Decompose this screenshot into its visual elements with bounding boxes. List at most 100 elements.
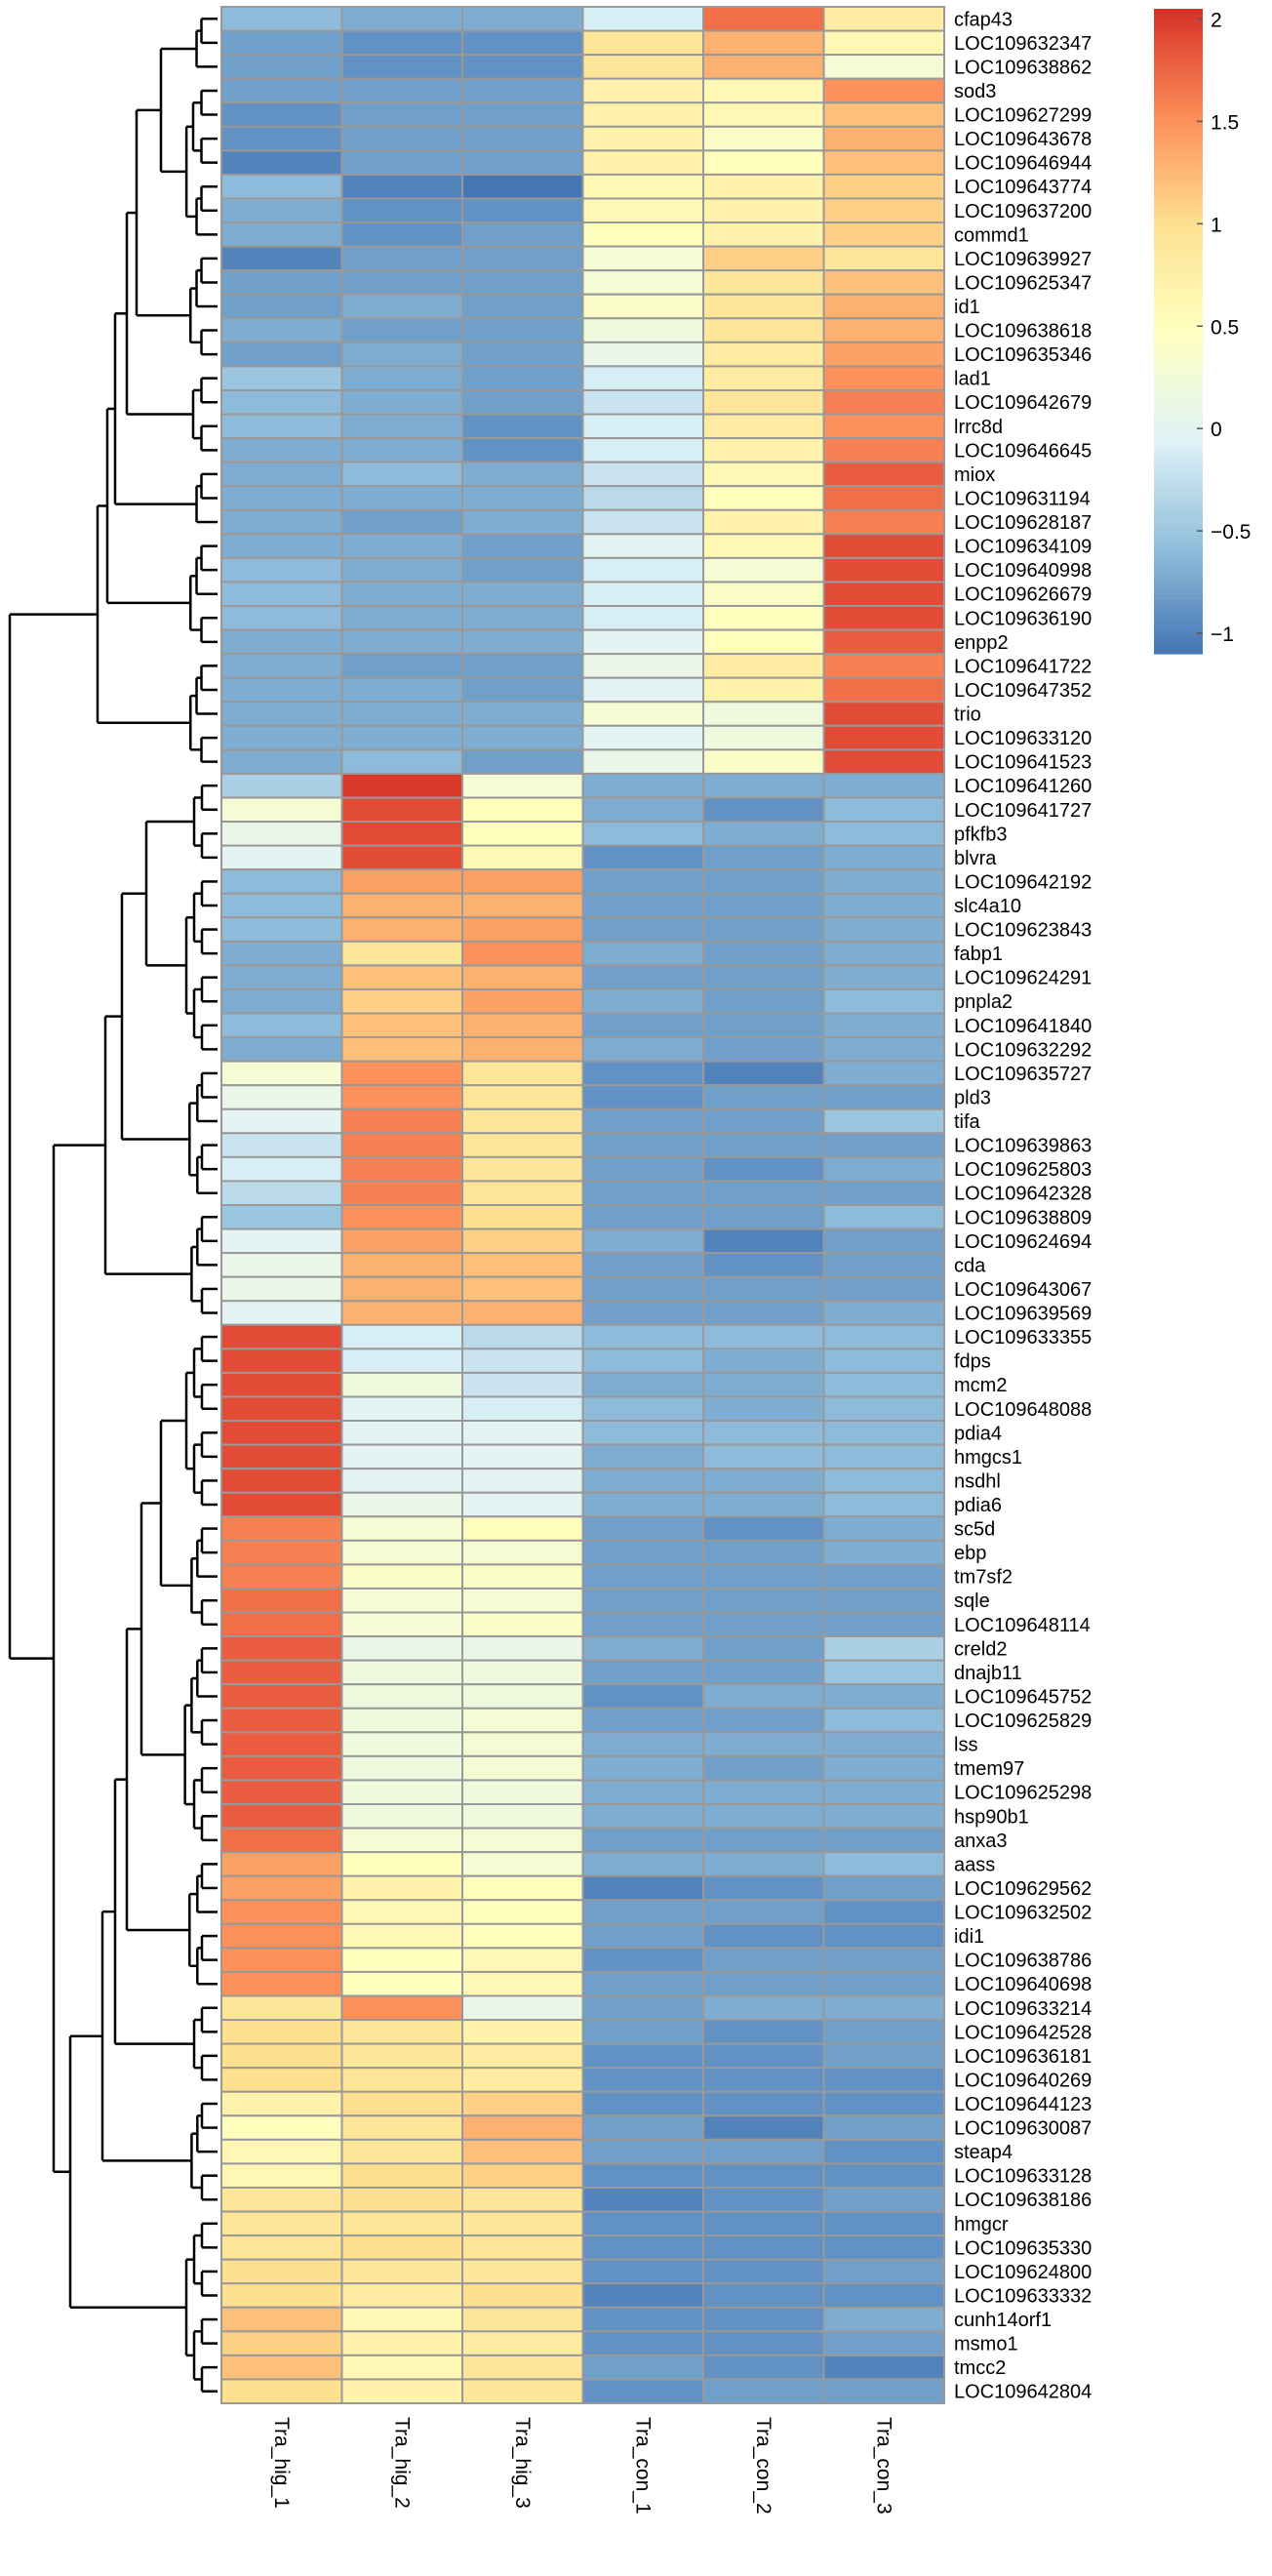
heatmap-cell — [220, 2282, 343, 2309]
heatmap-cell — [340, 1683, 463, 1710]
heatmap-cell — [581, 1395, 704, 1423]
row-label: LOC109638786 — [954, 1951, 1092, 1972]
legend-gradient-step — [1154, 642, 1203, 650]
heatmap-cell — [461, 1036, 584, 1063]
row-label: LOC109642679 — [954, 392, 1092, 414]
row-label: LOC109624694 — [954, 1231, 1092, 1253]
heatmap-cell — [461, 844, 584, 871]
heatmap-cell — [702, 317, 825, 343]
heatmap-cell — [702, 1132, 825, 1158]
heatmap-cell — [461, 437, 584, 463]
legend-gradient-step — [1154, 303, 1203, 311]
heatmap-cell — [461, 2354, 584, 2381]
legend-gradient-step — [1154, 223, 1203, 230]
legend-gradient-step — [1154, 545, 1203, 552]
heatmap-cell — [461, 245, 584, 272]
heatmap-cell — [822, 701, 945, 727]
legend-gradient-step — [1154, 374, 1203, 381]
heatmap-cell — [822, 29, 945, 57]
heatmap-cell — [822, 844, 945, 871]
legend-tick-label: 0.5 — [1211, 316, 1239, 339]
heatmap-cell — [702, 1635, 825, 1662]
heatmap-cell — [340, 173, 463, 200]
heatmap-cell — [822, 2067, 945, 2093]
heatmap-cell — [822, 2354, 945, 2381]
row-label: LOC109642328 — [954, 1184, 1092, 1205]
heatmap-cell — [220, 1180, 343, 1206]
heatmap-cell — [822, 1683, 945, 1710]
heatmap-cell — [822, 197, 945, 224]
legend-gradient-step — [1154, 412, 1203, 419]
row-label: LOC109640698 — [954, 1974, 1092, 1995]
heatmap-cell — [822, 1443, 945, 1470]
heatmap-cell — [340, 892, 463, 919]
row-label: hmgcs1 — [954, 1447, 1022, 1469]
heatmap-cell — [340, 1036, 463, 1063]
heatmap-cell — [220, 1731, 343, 1757]
heatmap-cell — [461, 2234, 584, 2261]
heatmap-cell — [822, 605, 945, 631]
heatmap-cell — [822, 1300, 945, 1326]
heatmap-cell — [581, 556, 704, 584]
heatmap-cell — [822, 1107, 945, 1135]
heatmap-cell — [702, 2378, 825, 2404]
heatmap-cell — [461, 461, 584, 488]
row-label: LOC109633332 — [954, 2285, 1092, 2307]
heatmap-cell — [702, 1827, 825, 1854]
row-label: LOC109633120 — [954, 728, 1092, 749]
heatmap-cell — [702, 1731, 825, 1757]
heatmap-cell — [340, 1420, 463, 1446]
heatmap-cell — [461, 868, 584, 895]
row-label: LOC109626679 — [954, 584, 1092, 606]
heatmap-cell — [702, 892, 825, 919]
heatmap-cell — [340, 2067, 463, 2093]
heatmap-cell — [340, 1922, 463, 1950]
heatmap-cell — [340, 269, 463, 296]
heatmap-cell — [340, 1060, 463, 1087]
legend-tick-label: −0.5 — [1211, 521, 1251, 543]
heatmap-cell — [220, 461, 343, 488]
heatmap-cell — [702, 1107, 825, 1135]
heatmap-cell — [581, 317, 704, 343]
heatmap-cell — [340, 1707, 463, 1734]
heatmap-cell — [822, 1228, 945, 1255]
heatmap-cell — [702, 701, 825, 727]
heatmap-cell — [340, 101, 463, 128]
heatmap-cell — [822, 1803, 945, 1830]
heatmap-cell — [220, 1803, 343, 1830]
heatmap-cell — [581, 437, 704, 463]
heatmap-cell — [461, 987, 584, 1015]
heatmap-cell — [702, 2042, 825, 2070]
legend-gradient-step — [1154, 14, 1203, 20]
heatmap-cell — [702, 1084, 825, 1110]
heatmap-cell — [822, 341, 945, 368]
legend-gradient-step — [1154, 487, 1203, 494]
row-label: LOC109646944 — [954, 153, 1092, 175]
legend-gradient-step — [1154, 465, 1203, 472]
row-label: nsdhl — [954, 1470, 1001, 1492]
legend-gradient-step — [1154, 314, 1203, 322]
heatmap-cell — [461, 533, 584, 559]
heatmap-cell — [581, 1659, 704, 1686]
heatmap-cell — [461, 1922, 584, 1950]
heatmap-cell — [220, 940, 343, 967]
row-label: LOC109625829 — [954, 1711, 1092, 1732]
heatmap-cell — [581, 2330, 704, 2356]
heatmap-cell — [220, 77, 343, 104]
row-label: LOC109639863 — [954, 1136, 1092, 1157]
row-label: LOC109645752 — [954, 1686, 1092, 1708]
heatmap-cell — [220, 365, 343, 391]
heatmap-cell — [581, 2306, 704, 2333]
heatmap-cell — [822, 1707, 945, 1734]
heatmap-cell — [702, 1803, 825, 1830]
heatmap-cell — [581, 197, 704, 224]
heatmap-cell — [822, 1659, 945, 1686]
heatmap-cell — [581, 1947, 704, 1973]
heatmap-cell — [581, 2162, 704, 2189]
heatmap-cell — [702, 2282, 825, 2309]
heatmap-cell — [220, 1922, 343, 1950]
heatmap-cell — [461, 1300, 584, 1326]
row-label: aass — [954, 1854, 995, 1875]
heatmap-cell — [461, 748, 584, 775]
heatmap-cell — [220, 2234, 343, 2261]
